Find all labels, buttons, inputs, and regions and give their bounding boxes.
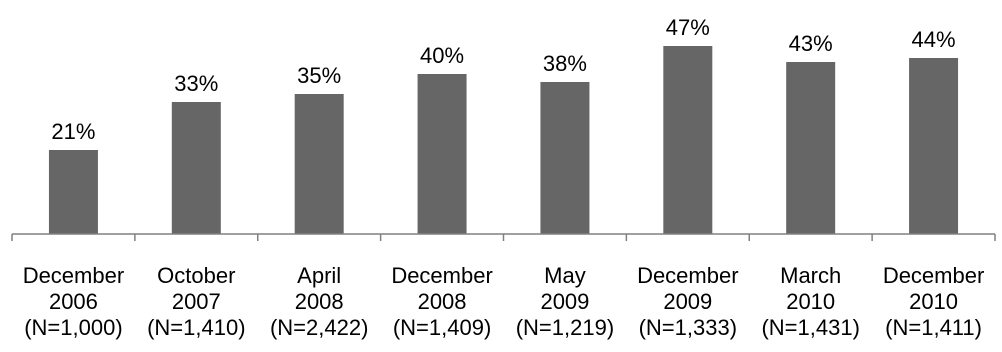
value-labels-group: 21% 33% 35% 40% 38% 47% 43% 44% <box>51 15 955 144</box>
bar <box>171 102 221 234</box>
bar <box>909 58 959 234</box>
bar <box>540 82 590 234</box>
bar-value-label: 35% <box>297 63 341 88</box>
x-axis <box>11 233 996 241</box>
bar <box>294 94 344 234</box>
bar-value-label: 40% <box>420 43 464 68</box>
bar-value-label: 33% <box>174 71 218 96</box>
x-tick-label: December 2009 (N=1,333) <box>637 263 738 340</box>
x-tick-label: March 2010 (N=1,431) <box>761 263 859 340</box>
x-tick-label: December 2010 (N=1,411) <box>883 263 984 340</box>
x-tick-label: October 2007 (N=1,410) <box>147 263 245 340</box>
x-tick-labels-group: December 2006 (N=1,000) October 2007 (N=1,410… <box>23 263 985 340</box>
bar <box>417 74 467 234</box>
x-tick-label: December 2006 (N=1,000) <box>23 263 124 340</box>
bar-value-label: 43% <box>789 31 833 56</box>
bar <box>48 150 98 234</box>
bar-value-label: 47% <box>666 15 710 40</box>
bar-value-label: 38% <box>543 51 587 76</box>
bar <box>663 46 713 234</box>
bars-group <box>48 46 959 234</box>
x-tick-label: December 2008 (N=1,409) <box>391 263 492 340</box>
bar-value-label: 21% <box>51 119 95 144</box>
bar <box>786 62 836 234</box>
x-tick-label: April 2008 (N=2,422) <box>270 263 368 340</box>
x-tick-label: May 2009 (N=1,219) <box>516 263 614 340</box>
bar-value-label: 44% <box>912 27 956 52</box>
